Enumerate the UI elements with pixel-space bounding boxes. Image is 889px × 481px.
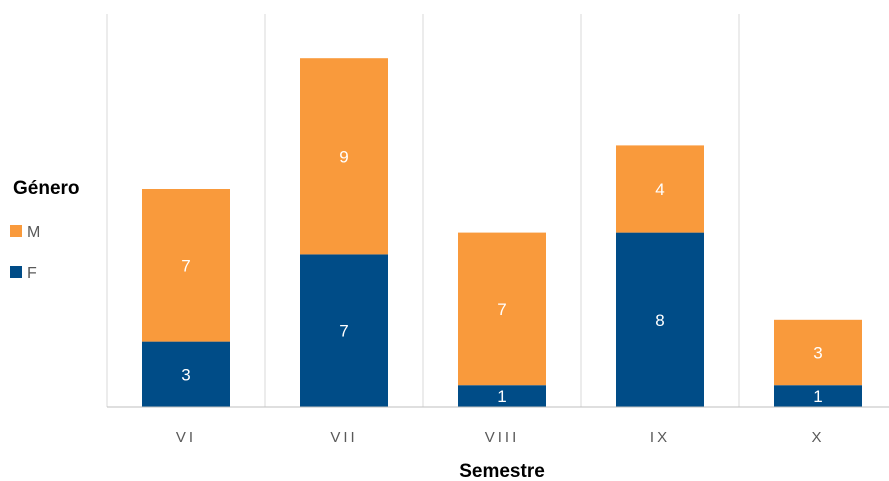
legend-label-m: M [27,224,40,241]
bar-m-viii [458,232,546,386]
legend-label-f: F [27,265,37,282]
data-label-m-x: 3 [813,344,822,363]
x-tick-label-vi: VI [176,429,196,446]
bar-f-ix [616,232,704,407]
legend-swatch-m [10,225,22,237]
data-label-f-vii: 7 [339,322,348,341]
x-axis-title: Semestre [459,461,545,481]
x-tick-label-vii: VII [330,429,357,446]
bar-m-ix [616,145,704,233]
bar-m-vii [300,58,388,255]
x-tick-label-x: X [811,429,824,446]
bar-f-vi [142,341,230,407]
bars [142,58,862,407]
data-label-m-vii: 9 [339,147,348,166]
data-labels: 3 7 7 9 1 7 8 4 1 3 [181,147,822,406]
bar-f-viii [458,385,546,407]
x-tick-label-ix: IX [650,429,670,446]
bar-f-x [774,385,862,407]
x-tick-label-viii: VIII [485,429,520,446]
bar-m-vi [142,189,230,342]
legend-swatch-f [10,266,22,278]
x-tick-labels: VI VII VIII IX X [176,429,824,446]
data-label-m-viii: 7 [497,300,506,319]
data-label-m-ix: 4 [655,180,664,199]
data-label-m-vi: 7 [181,256,190,275]
gridlines [106,14,740,407]
data-label-f-x: 1 [813,387,822,406]
bar-m-x [774,319,862,386]
data-label-f-vi: 3 [181,365,190,384]
data-label-f-ix: 8 [655,311,664,330]
legend-title: Género [13,178,80,199]
legend: Género M F [10,178,80,282]
bar-f-vii [300,254,388,407]
data-label-f-viii: 1 [497,387,506,406]
